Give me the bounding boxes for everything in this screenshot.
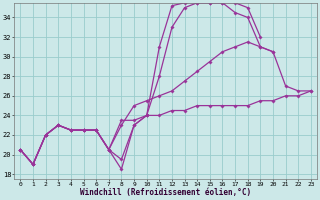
X-axis label: Windchill (Refroidissement éolien,°C): Windchill (Refroidissement éolien,°C) [80, 188, 251, 197]
